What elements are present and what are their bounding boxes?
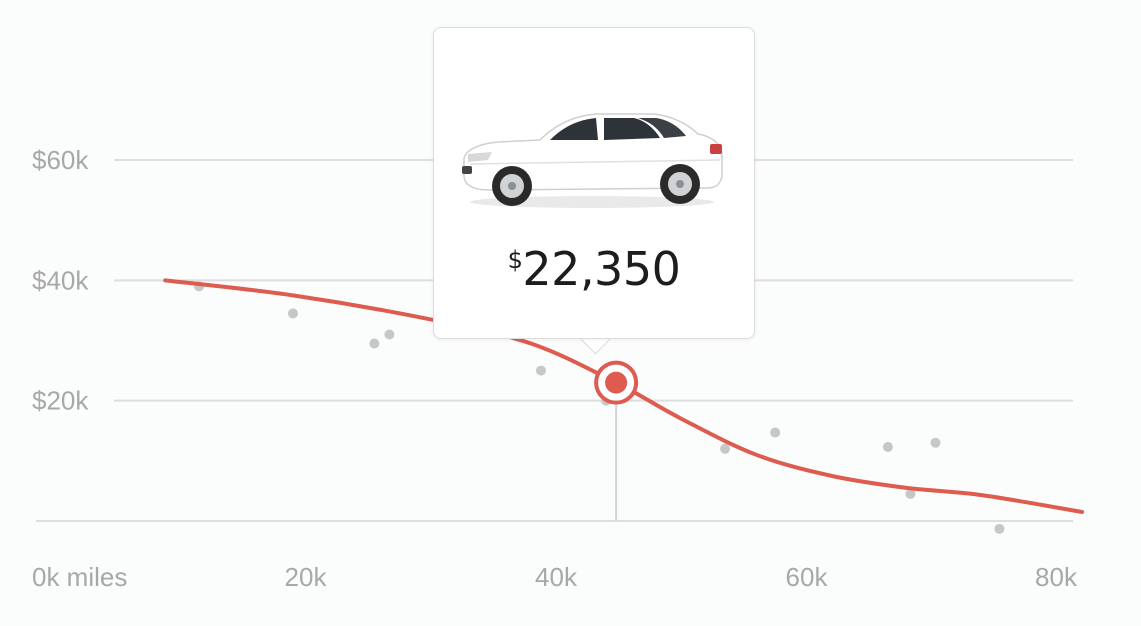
data-point-1	[287, 308, 298, 319]
trend-line	[163, 278, 1085, 514]
y-tick-label-1: $40k	[32, 265, 89, 295]
car-image	[462, 113, 723, 208]
data-point-10	[930, 437, 941, 448]
selected-point-dot	[605, 371, 628, 394]
x-tick-label-0: 0k miles	[32, 562, 127, 592]
data-point-3	[384, 329, 395, 340]
x-tick-label-1: 20k	[285, 562, 328, 592]
data-point-9	[905, 488, 916, 499]
y-tick-label-2: $60k	[32, 145, 89, 175]
data-point-6	[720, 443, 731, 454]
data-point-7	[770, 427, 781, 438]
data-point-4	[535, 365, 546, 376]
x-tick-label-3: 60k	[786, 562, 829, 592]
data-point-2	[369, 338, 380, 349]
x-tick-label-2: 40k	[535, 562, 578, 592]
x-tick-label-4: 80k	[1035, 562, 1078, 592]
y-tick-label-0: $20k	[32, 386, 89, 416]
price-tooltip: $22,350	[433, 27, 755, 339]
data-point-8	[882, 441, 893, 452]
price-label: $22,350	[507, 242, 681, 296]
data-point-11	[994, 523, 1005, 534]
